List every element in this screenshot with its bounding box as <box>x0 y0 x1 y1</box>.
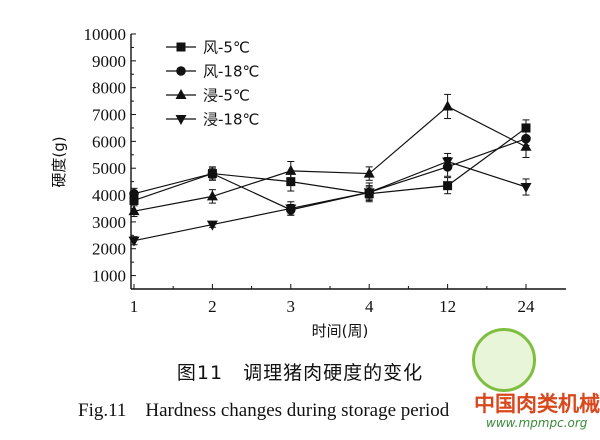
y-tick-label: 8000 <box>92 79 126 98</box>
y-tick-label: 1000 <box>92 267 126 286</box>
legend-item: 浸-5℃ <box>166 87 250 105</box>
series-layer <box>128 93 532 247</box>
y-tick-label: 4000 <box>92 186 126 205</box>
data-point <box>207 168 218 179</box>
legend-item: 风-18℃ <box>166 63 259 81</box>
y-tick-label: 6000 <box>92 132 126 151</box>
x-tick-label: 12 <box>439 297 456 316</box>
watermark-url: www.mpmpc.org <box>486 416 588 430</box>
data-point <box>206 220 218 231</box>
data-point <box>286 177 296 187</box>
y-tick-label: 3000 <box>92 213 126 232</box>
data-point <box>442 157 454 168</box>
legend-item: 浸-18℃ <box>166 111 259 129</box>
data-point <box>206 190 218 201</box>
watermark: 中国肉类机械网 www.mpmpc.org <box>468 322 600 434</box>
watermark-site-name: 中国肉类机械网 <box>474 392 600 416</box>
series-line <box>133 138 527 211</box>
y-tick-labels: 1000 2000 3000 4000 5000 6000 7000 8000 9000 1000… <box>84 25 127 286</box>
data-point <box>520 183 532 193</box>
data-point <box>443 181 453 191</box>
caption-english: Fig.11 Hardness changes during storage p… <box>78 400 450 421</box>
data-point <box>129 195 139 205</box>
y-tick-label: 9000 <box>92 52 126 71</box>
legend-label: 风-5℃ <box>203 39 250 57</box>
legend-marker <box>176 42 186 52</box>
legend-label: 浸-5℃ <box>203 87 250 105</box>
data-point <box>128 205 140 216</box>
legend-marker <box>176 66 186 76</box>
data-point <box>285 204 297 215</box>
x-tick-label: 24 <box>518 297 536 316</box>
x-tick-label: 1 <box>130 297 139 316</box>
data-point <box>521 123 531 133</box>
y-tick-label: 5000 <box>92 159 126 178</box>
series-line <box>133 127 527 201</box>
y-tick-label: 7000 <box>92 106 126 125</box>
axes <box>130 33 566 290</box>
x-tick-label: 2 <box>208 297 217 316</box>
hardness-chart: 1000 2000 3000 4000 5000 6000 7000 8000 9000 1000… <box>50 25 566 340</box>
data-point <box>129 188 139 199</box>
series-line <box>133 160 527 242</box>
data-point <box>442 100 454 111</box>
x-axis-label: 时间(周) <box>312 322 369 340</box>
y-axis-label: 硬度(g) <box>50 136 68 187</box>
series-circle <box>129 131 531 216</box>
legend-marker <box>175 115 187 125</box>
series-square <box>129 119 531 205</box>
x-tick-label: 4 <box>365 297 374 316</box>
caption-chinese: 图11 调理猪肉硬度的变化 <box>176 362 424 384</box>
y-tick-label: 10000 <box>84 25 127 44</box>
legend-item: 风-5℃ <box>166 39 250 57</box>
data-point <box>363 167 375 178</box>
legend-marker <box>175 89 187 99</box>
legend-label: 风-18℃ <box>203 63 259 81</box>
watermark-logo <box>472 328 536 392</box>
legend: 风-5℃ 风-18℃ 浸-5℃ 浸-18℃ <box>166 39 259 129</box>
series-line <box>133 105 527 212</box>
series-triangle-up <box>128 93 532 218</box>
data-point <box>363 188 375 199</box>
x-tick-labels: 1 2 3 4 12 24 <box>130 297 535 316</box>
data-point <box>285 164 297 175</box>
data-point <box>520 140 532 151</box>
legend-label: 浸-18℃ <box>203 111 259 129</box>
x-tick-label: 3 <box>287 297 296 316</box>
y-tick-label: 2000 <box>92 240 126 259</box>
series-triangle-down <box>128 152 532 247</box>
data-point <box>128 236 140 247</box>
